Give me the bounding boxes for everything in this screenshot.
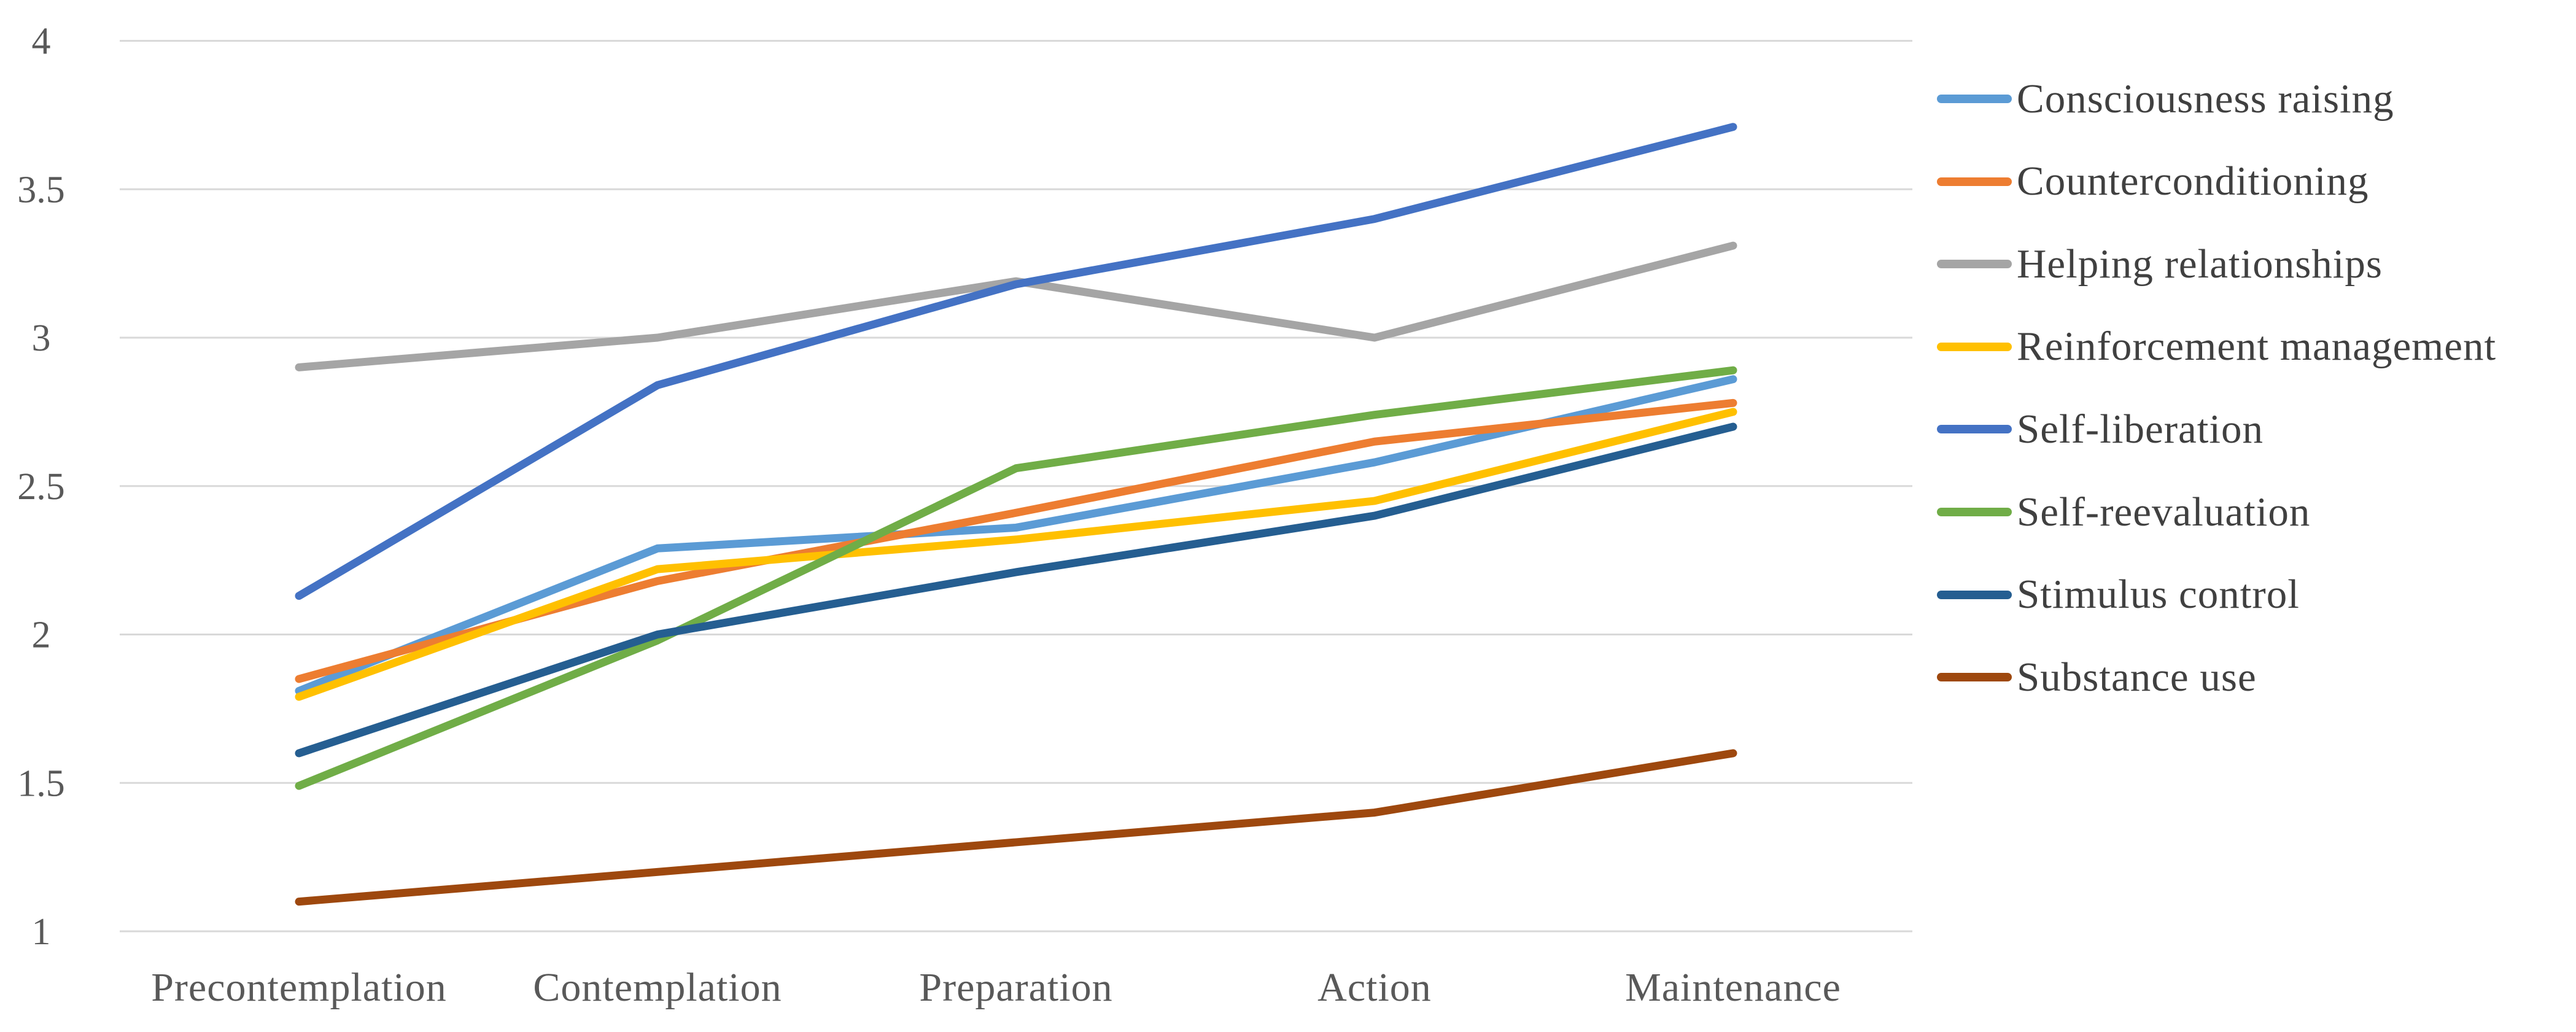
series-line-helping-relationships <box>295 241 1737 371</box>
series-line-consciousness-raising <box>295 375 1737 695</box>
series-line-self-reevaluation <box>295 366 1737 790</box>
x-axis-category-label-contemplation: Contemplation <box>533 965 782 1010</box>
y-axis-tick-label: 4 <box>32 21 51 63</box>
y-axis-tick-label: 3.5 <box>17 169 65 211</box>
series-line-stimulus-control <box>295 422 1737 758</box>
x-axis-category-label-preparation: Preparation <box>919 965 1112 1010</box>
x-axis-category-label-action: Action <box>1317 965 1432 1010</box>
series-line-reinforcement-management <box>295 408 1737 701</box>
series-line-self-liberation <box>295 123 1737 600</box>
y-axis-tick-label: 1 <box>32 911 51 953</box>
x-axis-category-label-maintenance: Maintenance <box>1625 965 1841 1010</box>
y-axis-tick-label: 2.5 <box>17 466 65 508</box>
series-line-substance-use <box>295 749 1737 906</box>
y-axis-tick-label: 3 <box>32 317 51 359</box>
y-axis-tick-label: 2 <box>32 615 51 656</box>
x-axis-category-label-precontemplation: Precontemplation <box>151 965 447 1010</box>
y-axis-tick-label: 1.5 <box>17 762 65 804</box>
